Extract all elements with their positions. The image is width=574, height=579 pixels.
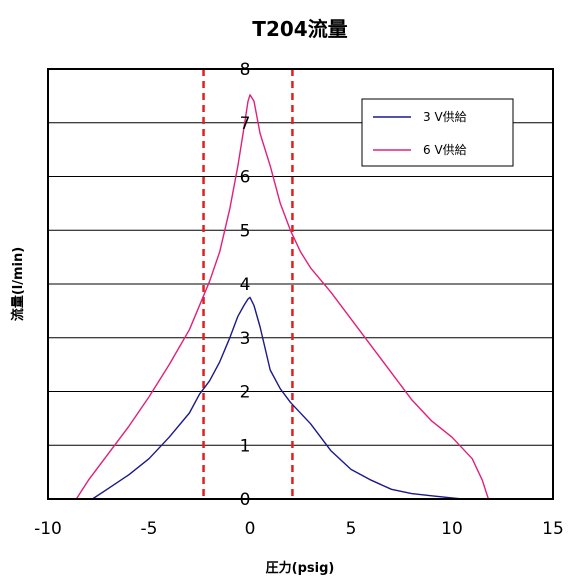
y-tick-label: 5 <box>240 221 251 241</box>
x-tick-label: 5 <box>346 519 357 539</box>
y-tick-label: 4 <box>240 275 251 295</box>
x-tick-label: 15 <box>542 519 564 539</box>
y-tick-label: 8 <box>240 60 251 80</box>
y-tick-label: 1 <box>240 436 251 456</box>
legend-label-6v: 6 V供給 <box>423 143 467 157</box>
chart-title: T204流量 <box>252 17 347 41</box>
series-line-6v <box>75 94 490 500</box>
x-tick-label: -10 <box>34 519 62 539</box>
legend-box <box>361 98 514 167</box>
plot-area-border <box>47 68 554 500</box>
y-tick-label: 6 <box>240 168 251 188</box>
x-axis-label: 圧力(psig) <box>266 560 335 576</box>
y-tick-label: 2 <box>240 383 251 403</box>
x-tick-labels: -10 -5 0 5 10 15 <box>34 519 564 539</box>
series-lines <box>75 94 490 500</box>
grid-lines <box>48 122 553 446</box>
legend: 3 V供給 6 V供給 <box>361 98 514 167</box>
x-tick-label: 0 <box>245 519 256 539</box>
series-line-3v <box>92 296 463 500</box>
legend-label-3v: 3 V供給 <box>423 110 467 124</box>
y-tick-label: 0 <box>240 490 251 510</box>
x-tick-label: 10 <box>441 519 463 539</box>
y-tick-labels: 0 1 2 3 4 5 6 7 8 <box>240 60 251 510</box>
x-tick-label: -5 <box>141 519 158 539</box>
y-axis-label: 流量(l/min) <box>10 247 26 321</box>
y-tick-label: 7 <box>240 114 251 134</box>
y-tick-label: 3 <box>240 329 251 349</box>
